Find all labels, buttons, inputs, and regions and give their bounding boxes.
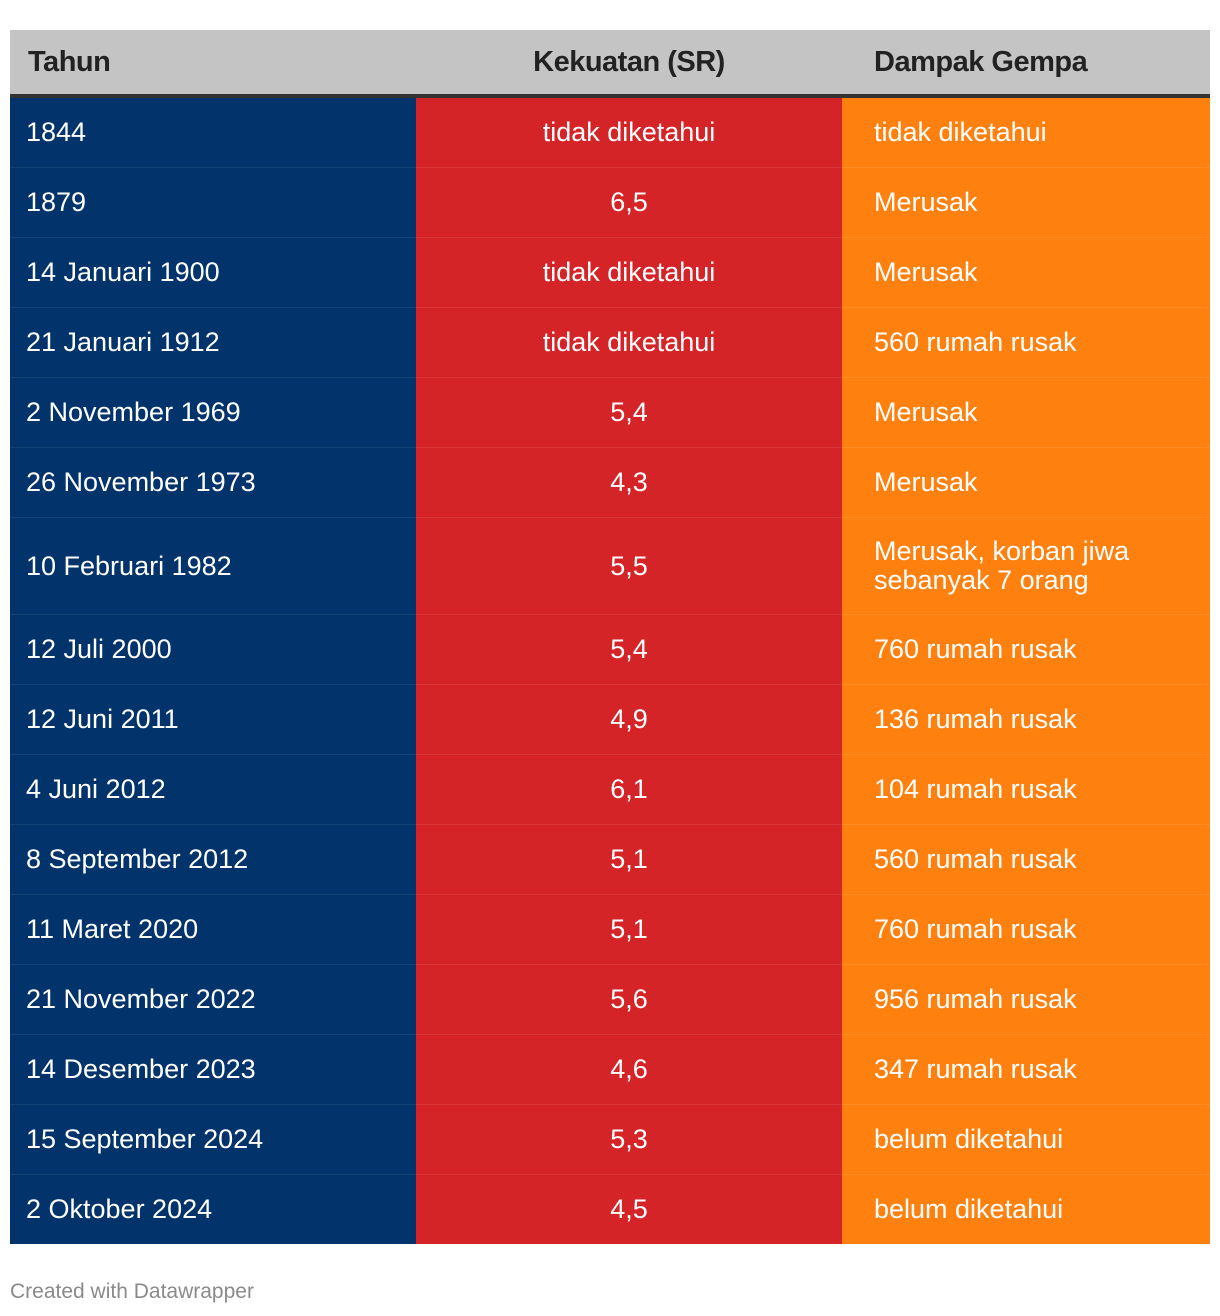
cell-year: 8 September 2012 bbox=[10, 824, 416, 895]
table-row: 14 Januari 1900 tidak diketahui Merusak bbox=[10, 237, 1210, 308]
earthquake-table: Tahun Kekuatan (SR) Dampak Gempa 1844 tid… bbox=[10, 30, 1210, 1244]
table-row: 8 September 2012 5,1 560 rumah rusak bbox=[10, 824, 1210, 895]
cell-magnitude: tidak diketahui bbox=[416, 307, 842, 378]
cell-impact: 560 rumah rusak bbox=[842, 824, 1210, 895]
earthquake-table-container: Tahun Kekuatan (SR) Dampak Gempa 1844 tid… bbox=[10, 30, 1210, 1244]
cell-year: 26 November 1973 bbox=[10, 447, 416, 518]
cell-impact: 104 rumah rusak bbox=[842, 754, 1210, 825]
cell-magnitude: 6,5 bbox=[416, 167, 842, 238]
cell-magnitude: 4,5 bbox=[416, 1174, 842, 1244]
cell-year: 1879 bbox=[10, 167, 416, 238]
cell-magnitude: tidak diketahui bbox=[416, 237, 842, 308]
cell-year: 14 Januari 1900 bbox=[10, 237, 416, 308]
cell-impact: 136 rumah rusak bbox=[842, 684, 1210, 755]
table-row: 21 November 2022 5,6 956 rumah rusak bbox=[10, 964, 1210, 1035]
table-row: 15 September 2024 5,3 belum diketahui bbox=[10, 1104, 1210, 1175]
table-header: Tahun Kekuatan (SR) Dampak Gempa bbox=[10, 30, 1210, 98]
table-row: 21 Januari 1912 tidak diketahui 560 rumah … bbox=[10, 307, 1210, 378]
cell-impact: Merusak bbox=[842, 167, 1210, 238]
cell-impact: belum diketahui bbox=[842, 1104, 1210, 1175]
cell-magnitude: 5,4 bbox=[416, 377, 842, 448]
cell-year: 14 Desember 2023 bbox=[10, 1034, 416, 1105]
cell-magnitude: 4,9 bbox=[416, 684, 842, 755]
table-body: 1844 tidak diketahui tidak diketahui 1879 6,… bbox=[10, 96, 1210, 1244]
cell-magnitude: 5,1 bbox=[416, 894, 842, 965]
cell-magnitude: 4,6 bbox=[416, 1034, 842, 1105]
cell-impact: Merusak bbox=[842, 237, 1210, 308]
table-row: 11 Maret 2020 5,1 760 rumah rusak bbox=[10, 894, 1210, 965]
cell-year: 12 Juni 2011 bbox=[10, 684, 416, 755]
cell-impact: Merusak, korban jiwa sebanyak 7 orang bbox=[842, 517, 1210, 615]
cell-year: 1844 bbox=[10, 96, 416, 168]
table-row: 1879 6,5 Merusak bbox=[10, 167, 1210, 238]
header-year[interactable]: Tahun bbox=[10, 30, 416, 98]
table-row: 4 Juni 2012 6,1 104 rumah rusak bbox=[10, 754, 1210, 825]
cell-impact: Merusak bbox=[842, 377, 1210, 448]
cell-magnitude: 5,4 bbox=[416, 614, 842, 685]
cell-year: 2 November 1969 bbox=[10, 377, 416, 448]
table-row: 12 Juli 2000 5,4 760 rumah rusak bbox=[10, 614, 1210, 685]
cell-impact: tidak diketahui bbox=[842, 96, 1210, 168]
table-row: 2 November 1969 5,4 Merusak bbox=[10, 377, 1210, 448]
cell-magnitude: 6,1 bbox=[416, 754, 842, 825]
cell-year: 21 November 2022 bbox=[10, 964, 416, 1035]
cell-impact: 347 rumah rusak bbox=[842, 1034, 1210, 1105]
table-row: 10 Februari 1982 5,5 Merusak, korban jiwa … bbox=[10, 517, 1210, 615]
cell-impact: 560 rumah rusak bbox=[842, 307, 1210, 378]
header-row: Tahun Kekuatan (SR) Dampak Gempa bbox=[10, 30, 1210, 98]
cell-magnitude: 5,1 bbox=[416, 824, 842, 895]
cell-magnitude: 5,3 bbox=[416, 1104, 842, 1175]
cell-year: 15 September 2024 bbox=[10, 1104, 416, 1175]
cell-magnitude: 5,5 bbox=[416, 517, 842, 615]
cell-magnitude: 4,3 bbox=[416, 447, 842, 518]
table-row: 1844 tidak diketahui tidak diketahui bbox=[10, 96, 1210, 168]
cell-year: 12 Juli 2000 bbox=[10, 614, 416, 685]
cell-magnitude: tidak diketahui bbox=[416, 96, 842, 168]
header-impact[interactable]: Dampak Gempa bbox=[842, 30, 1210, 98]
cell-impact: 760 rumah rusak bbox=[842, 894, 1210, 965]
table-row: 2 Oktober 2024 4,5 belum diketahui bbox=[10, 1174, 1210, 1244]
cell-year: 10 Februari 1982 bbox=[10, 517, 416, 615]
table-row: 14 Desember 2023 4,6 347 rumah rusak bbox=[10, 1034, 1210, 1105]
cell-year: 2 Oktober 2024 bbox=[10, 1174, 416, 1244]
cell-magnitude: 5,6 bbox=[416, 964, 842, 1035]
cell-impact: belum diketahui bbox=[842, 1174, 1210, 1244]
cell-impact: Merusak bbox=[842, 447, 1210, 518]
cell-year: 4 Juni 2012 bbox=[10, 754, 416, 825]
datawrapper-credit: Created with Datawrapper bbox=[10, 1280, 254, 1303]
table-row: 12 Juni 2011 4,9 136 rumah rusak bbox=[10, 684, 1210, 755]
cell-year: 21 Januari 1912 bbox=[10, 307, 416, 378]
cell-impact: 760 rumah rusak bbox=[842, 614, 1210, 685]
cell-year: 11 Maret 2020 bbox=[10, 894, 416, 965]
cell-impact: 956 rumah rusak bbox=[842, 964, 1210, 1035]
header-magnitude[interactable]: Kekuatan (SR) bbox=[416, 30, 842, 98]
table-row: 26 November 1973 4,3 Merusak bbox=[10, 447, 1210, 518]
